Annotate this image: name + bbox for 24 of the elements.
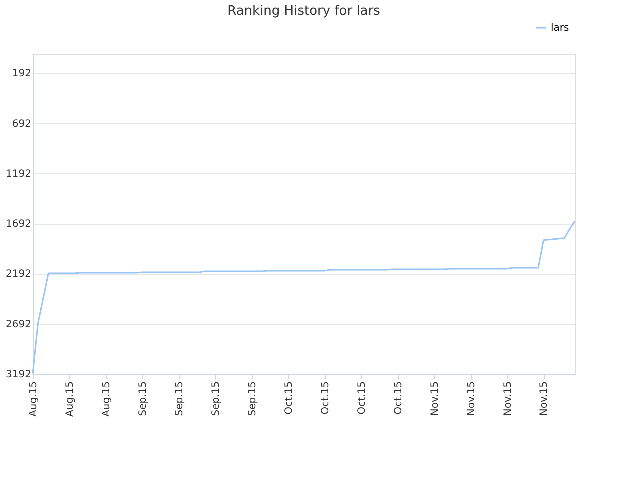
x-tick-label: Sep.15 [174,382,186,416]
x-tick-label: Aug.15 [28,382,40,417]
y-tick-label: 1692 [6,219,32,230]
x-tick-label: Oct.15 [284,382,295,415]
x-tick-label: Nov.15 [539,382,550,416]
y-tick-label: 192 [12,68,32,80]
x-tick-label: Sep.15 [210,382,222,416]
chart-title: Ranking History for lars [228,4,381,19]
x-tick-label: Nov.15 [466,382,478,416]
y-tick-label: 1192 [6,168,32,180]
x-tick-label: Nov.15 [430,382,441,416]
x-tick-label: Aug.15 [101,382,112,417]
legend-label: lars [551,23,570,34]
y-tick-label: 2692 [6,319,32,330]
x-tick-label: Oct.15 [393,382,404,415]
x-tick-label: Sep.15 [138,382,149,416]
x-tick-label: Oct.15 [356,382,368,415]
x-tick-label: Oct.15 [320,382,332,415]
x-tick-label: Nov.15 [502,382,514,416]
x-tick-label: Sep.15 [247,382,258,416]
x-tick-label: Aug.15 [64,382,76,417]
y-tick-label: 3192 [6,370,32,380]
y-tick-label: 692 [12,118,32,130]
y-tick-label: 2192 [6,269,32,280]
